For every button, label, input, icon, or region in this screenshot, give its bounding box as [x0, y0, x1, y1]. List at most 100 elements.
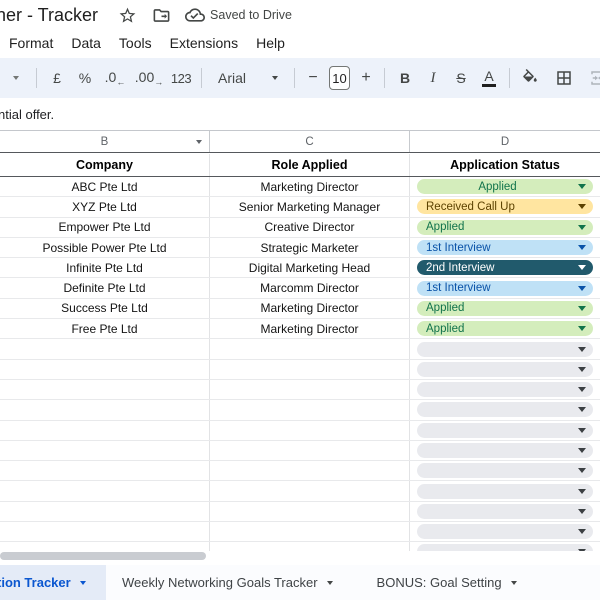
status-dropdown-chip[interactable] — [417, 503, 593, 519]
cell-role[interactable]: Marketing Director — [210, 319, 410, 339]
star-icon[interactable] — [116, 4, 138, 26]
chevron-down-icon[interactable] — [2, 64, 30, 92]
cell-status-empty[interactable] — [410, 400, 600, 419]
cell-status-empty[interactable] — [410, 421, 600, 440]
cell-company[interactable]: Infinite Pte Ltd — [0, 258, 210, 278]
cell-status[interactable]: 1st Interview — [410, 278, 600, 297]
status-dropdown-chip[interactable]: Applied — [417, 179, 593, 195]
cell-status[interactable]: Applied — [410, 177, 600, 196]
status-dropdown-chip[interactable]: Applied — [417, 219, 593, 235]
strikethrough-button[interactable]: S — [456, 70, 466, 86]
cell-status[interactable]: 1st Interview — [410, 238, 600, 257]
italic-button[interactable]: I — [430, 69, 436, 86]
cell-role[interactable]: Marketing Director — [210, 177, 410, 197]
font-family-select[interactable]: Arial — [208, 70, 288, 86]
status-dropdown-chip[interactable]: 1st Interview — [417, 240, 593, 256]
percent-format-button[interactable]: % — [78, 70, 92, 86]
menu-format[interactable]: Format — [9, 35, 54, 51]
cell-status[interactable]: Applied — [410, 299, 600, 318]
borders-grid-icon[interactable] — [550, 64, 578, 92]
cell-status[interactable]: 2nd Interview — [410, 258, 600, 277]
status-dropdown-chip[interactable]: 2nd Interview — [417, 260, 593, 276]
cell-company-empty[interactable] — [0, 542, 210, 551]
menu-tools[interactable]: Tools — [118, 35, 152, 51]
cell-role[interactable]: Strategic Marketer — [210, 237, 410, 258]
decrease-decimal-button[interactable]: .0 ← — [104, 68, 126, 87]
bold-button[interactable]: B — [399, 70, 411, 86]
cell-role-empty[interactable] — [210, 522, 410, 542]
cell-status-empty[interactable] — [410, 441, 600, 460]
status-dropdown-chip[interactable]: 1st Interview — [417, 280, 593, 296]
status-dropdown-chip[interactable]: Applied — [417, 321, 593, 337]
cell-status[interactable]: Received Call Up — [410, 197, 600, 216]
cell-role-empty[interactable] — [210, 440, 410, 461]
cell-company-empty[interactable] — [0, 440, 210, 461]
increase-decimal-button[interactable]: .00 → — [134, 68, 164, 87]
menu-help[interactable]: Help — [256, 35, 285, 51]
cloud-check-icon[interactable] — [184, 4, 206, 26]
cell-company[interactable]: ABC Pte Ltd — [0, 177, 210, 197]
sheet-tab-active[interactable]: tion Tracker — [0, 565, 106, 600]
cell-company-empty[interactable] — [0, 501, 210, 522]
cell-status-empty[interactable] — [410, 380, 600, 399]
increase-font-size-button[interactable]: + — [361, 69, 371, 86]
menu-extensions[interactable]: Extensions — [169, 35, 239, 51]
cell-status[interactable]: Applied — [410, 319, 600, 338]
cell-company-empty[interactable] — [0, 359, 210, 379]
sheet-tab-bonus-goal-setting[interactable]: BONUS: Goal Setting — [361, 565, 533, 600]
status-dropdown-chip[interactable] — [417, 524, 593, 540]
status-dropdown-chip[interactable] — [417, 402, 593, 418]
status-dropdown-chip[interactable] — [417, 361, 593, 377]
header-company[interactable]: Company — [0, 154, 210, 176]
cell-role-empty[interactable] — [210, 542, 410, 551]
sheet-tab-weekly-networking[interactable]: Weekly Networking Goals Tracker — [106, 565, 349, 600]
cell-status-empty[interactable] — [410, 461, 600, 480]
paint-bucket-icon[interactable] — [516, 64, 544, 92]
move-to-folder-icon[interactable] — [150, 4, 172, 26]
cell-status-empty[interactable] — [410, 339, 600, 358]
cell-company[interactable]: XYZ Pte Ltd — [0, 197, 210, 217]
cell-status-empty[interactable] — [410, 502, 600, 521]
document-title[interactable]: ner - Tracker — [0, 4, 99, 25]
cell-role[interactable]: Marcomm Director — [210, 278, 410, 298]
cell-company-empty[interactable] — [0, 379, 210, 400]
cell-company-empty[interactable] — [0, 400, 210, 420]
text-color-button[interactable]: A — [475, 64, 503, 92]
status-dropdown-chip[interactable] — [417, 422, 593, 438]
cell-role[interactable]: Digital Marketing Head — [210, 258, 410, 278]
status-dropdown-chip[interactable] — [417, 443, 593, 458]
chevron-down-icon[interactable] — [79, 580, 86, 585]
column-header-d[interactable]: D — [500, 135, 510, 148]
cell-company[interactable]: Definite Pte Ltd — [0, 278, 210, 298]
status-dropdown-chip[interactable] — [417, 341, 593, 357]
menu-data[interactable]: Data — [71, 35, 101, 51]
decrease-font-size-button[interactable]: − — [308, 69, 318, 86]
column-header-c[interactable]: C — [210, 131, 410, 152]
cell-company[interactable]: Success Pte Ltd — [0, 298, 210, 319]
cell-role[interactable]: Senior Marketing Manager — [210, 197, 410, 217]
column-header-b[interactable]: B — [0, 131, 210, 152]
more-formats-button[interactable]: 123 — [170, 70, 192, 86]
cell-role[interactable]: Marketing Director — [210, 298, 410, 319]
cell-status-empty[interactable] — [410, 481, 600, 500]
cell-company-empty[interactable] — [0, 522, 210, 542]
merge-cells-icon[interactable] — [584, 64, 600, 92]
cell-company[interactable]: Empower Pte Ltd — [0, 217, 210, 237]
chevron-down-icon[interactable] — [326, 580, 333, 585]
cell-company-empty[interactable] — [0, 481, 210, 501]
cell-role-empty[interactable] — [210, 379, 410, 400]
chevron-down-icon[interactable] — [196, 139, 202, 144]
cell-status-empty[interactable] — [410, 542, 600, 551]
cell-status[interactable]: Applied — [410, 218, 600, 237]
chevron-down-icon[interactable] — [510, 580, 517, 585]
cell-role-empty[interactable] — [210, 461, 410, 481]
status-dropdown-chip[interactable]: Received Call Up — [417, 199, 593, 215]
cell-role-empty[interactable] — [210, 501, 410, 522]
status-dropdown-chip[interactable] — [417, 483, 593, 499]
cell-role-empty[interactable] — [210, 400, 410, 420]
header-application-status[interactable]: Application Status — [450, 158, 560, 172]
cell-role-empty[interactable] — [210, 420, 410, 440]
cell-status-empty[interactable] — [410, 522, 600, 541]
cell-company-empty[interactable] — [0, 339, 210, 359]
status-dropdown-chip[interactable] — [417, 463, 593, 479]
